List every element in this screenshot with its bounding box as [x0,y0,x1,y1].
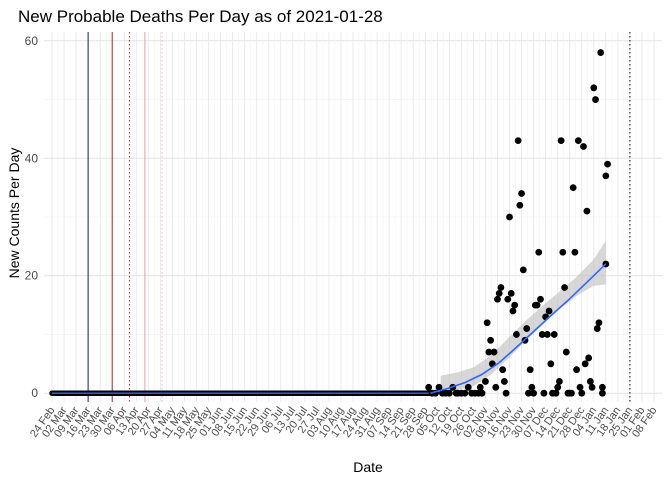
data-point [487,336,494,344]
data-point [425,383,433,391]
data-point [482,378,489,385]
data-point [461,389,469,397]
data-point [545,307,553,315]
data-point [588,383,596,391]
reference-lines [87,32,631,402]
data-point [557,137,565,145]
data-point [578,389,586,397]
data-point [528,383,536,391]
data-point [569,184,577,192]
data-point [552,389,560,397]
data-point [511,301,519,309]
data-point [525,389,532,397]
data-point [502,389,510,397]
y-tick-label: 40 [25,151,39,165]
data-point [499,366,507,374]
data-point [593,325,601,332]
y-tick-label: 60 [25,34,39,48]
data-point [509,307,517,315]
data-point [445,389,453,397]
y-tick-label: 20 [25,269,39,283]
data-point [597,49,605,56]
data-point [533,301,541,309]
data-point [581,360,589,368]
data-point [523,325,531,332]
data-point [464,383,472,391]
data-point [483,319,491,327]
data-point [585,354,593,362]
data-point [519,266,527,274]
confidence-band-layer [440,240,606,394]
data-point [485,348,493,356]
data-point [478,389,486,397]
data-point [562,348,570,356]
y-tick-label: 0 [31,386,38,400]
data-point [507,289,515,297]
trend-layer [430,263,607,394]
data-point [518,190,525,197]
data-point [550,331,558,338]
y-axis-label: New Counts Per Day [6,148,22,279]
data-point [506,213,513,221]
data-point [516,201,524,209]
data-point [435,383,443,391]
data-point [574,137,582,145]
trend-line [430,263,607,394]
data-point [537,295,544,303]
x-axis-label: Date [353,459,383,475]
data-point [595,319,603,327]
data-point [535,248,543,256]
data-point [559,248,567,256]
chart-title: New Probable Deaths Per Day as of 2021-0… [18,7,383,26]
data-point [602,172,610,180]
data-point [556,378,563,385]
data-point [571,248,579,256]
data-point [492,383,500,391]
data-point [514,137,522,145]
data-point [476,383,484,391]
confidence-band [440,240,606,394]
data-point [590,84,598,92]
data-point [554,383,562,391]
data-point [504,295,512,303]
data-point [599,389,606,397]
data-point [538,331,546,338]
data-point [540,389,548,397]
data-point [580,143,587,150]
data-point [543,331,551,338]
data-point [513,331,520,338]
data-point [568,389,575,397]
data-point [494,295,501,303]
data-point [490,348,498,356]
data-point [530,389,537,397]
data-point [547,360,555,368]
grid [44,32,662,402]
data-point [561,284,568,291]
data-point [573,366,580,374]
data-point [592,96,599,103]
data-point [497,284,505,291]
data-point [604,160,611,168]
data-point [576,383,584,391]
data-point [526,366,534,374]
data-point [500,378,508,385]
data-point [599,383,606,391]
data-point [495,289,503,297]
y-axis-ticks: 0 20 40 60 [25,34,39,400]
data-point [583,207,591,215]
data-point [586,378,594,385]
